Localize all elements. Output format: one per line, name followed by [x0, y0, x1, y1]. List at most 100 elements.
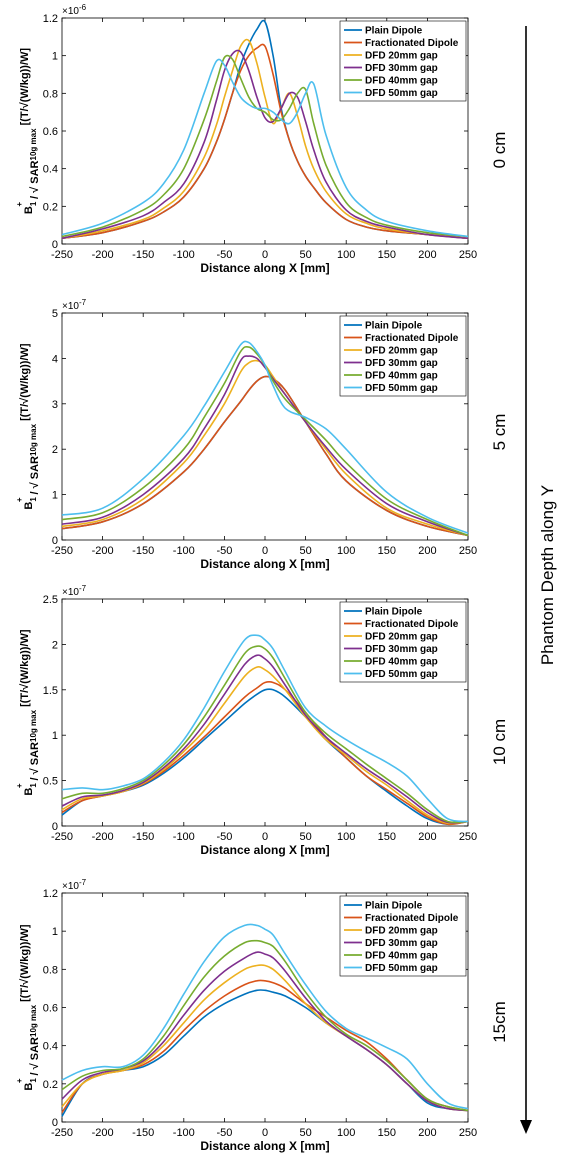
legend-label: DFD 30mm gap: [365, 63, 438, 74]
legend-box: [339, 315, 467, 397]
y-tick-label: 0.4: [43, 1041, 58, 1053]
x-tick-label: 150: [378, 1127, 396, 1139]
legend-label: DFD 30mm gap: [365, 358, 438, 369]
y-tick-label: 0.8: [43, 88, 58, 100]
legend-label: DFD 40mm gap: [365, 76, 438, 87]
series-line-dfd-50mm-gap: [61, 58, 469, 238]
x-tick-label: 50: [299, 1127, 311, 1139]
depth-axis: Phantom Depth along Y: [520, 26, 557, 1134]
x-tick-label: -100: [173, 545, 195, 557]
series-line-fractionated-dipole: [61, 375, 469, 537]
legend-label: DFD 50mm gap: [365, 669, 438, 680]
x-tick-label: 100: [337, 1127, 355, 1139]
x-tick-label: -50: [216, 249, 232, 261]
legend-label: DFD 30mm gap: [365, 938, 438, 949]
y-label-part: 10g max: [29, 709, 38, 742]
y-axis-label: B1 + / √ SAR10g max [(T/√(W/kg))/W]: [15, 924, 41, 1091]
y-label-part: [(T/√(W/kg))/W]: [19, 924, 31, 1005]
legend-label: DFD 20mm gap: [365, 346, 438, 357]
y-tick-label: 3: [52, 399, 58, 411]
legend-label: DFD 50mm gap: [365, 963, 438, 974]
legend-label: DFD 40mm gap: [365, 657, 438, 668]
legend-label: DFD 40mm gap: [365, 371, 438, 382]
x-tick-label: 0: [262, 545, 268, 557]
x-tick-label: 0: [262, 1127, 268, 1139]
x-tick-label: -200: [92, 545, 114, 557]
x-tick-label: 100: [337, 831, 355, 843]
y-label-part: 10g max: [29, 1004, 38, 1037]
y-label-part: B: [23, 206, 35, 214]
y-tick-label: 1: [52, 926, 58, 938]
x-tick-label: -50: [216, 545, 232, 557]
legend-label: Plain Dipole: [365, 321, 423, 332]
y-label-part: +: [15, 202, 24, 207]
legend-box: [339, 20, 467, 102]
axis-multiplier: ×10-7: [62, 298, 87, 312]
x-tick-label: 50: [299, 831, 311, 843]
y-label-part: +: [15, 497, 24, 502]
y-tick-label: 0.8: [43, 964, 58, 976]
series-line-dfd-30mm-gap: [61, 355, 469, 537]
legend-label: Fractionated Dipole: [365, 913, 459, 924]
y-label-part: B: [23, 502, 35, 510]
x-tick-label: -150: [132, 249, 154, 261]
legend-label: DFD 20mm gap: [365, 51, 438, 62]
x-tick-label: 50: [299, 545, 311, 557]
legend-label: DFD 20mm gap: [365, 926, 438, 937]
legend-label: DFD 50mm gap: [365, 383, 438, 394]
x-tick-label: 50: [299, 249, 311, 261]
y-tick-label: 0: [52, 239, 58, 251]
y-tick-label: 0: [52, 1117, 58, 1129]
x-tick-label: -150: [132, 1127, 154, 1139]
y-label-part: [(T/√(W/kg))/W]: [19, 48, 31, 129]
y-tick-label: 2.5: [43, 594, 58, 606]
x-tick-label: -50: [216, 1127, 232, 1139]
legend-label: Fractionated Dipole: [365, 38, 459, 49]
y-axis-label: B1 + / √ SAR10g max [(T/√(W/kg))/W]: [15, 343, 41, 510]
legend-label: Plain Dipole: [365, 607, 423, 618]
y-tick-label: 1: [52, 490, 58, 502]
series-line-dfd-40mm-gap: [61, 54, 469, 238]
y-label-part: B: [23, 788, 35, 796]
depth-label: 10 cm: [490, 719, 509, 765]
x-tick-label: -200: [92, 1127, 114, 1139]
y-tick-label: 0.2: [43, 201, 58, 213]
chart-2: -250 -200 -150 -100 -50 0 50 100 150 200 250 0 0.5 1 1…: [15, 584, 509, 857]
series-line-dfd-30mm-gap: [61, 49, 469, 240]
x-tick-label: -150: [132, 545, 154, 557]
legend-box: [339, 601, 467, 683]
x-tick-label: 200: [418, 249, 436, 261]
y-label-part: / √ SAR: [29, 456, 41, 498]
y-tick-label: 1: [52, 730, 58, 742]
y-tick-label: 0.6: [43, 1003, 58, 1015]
x-axis-label: Distance along X [mm]: [200, 557, 329, 571]
series-line-dfd-30mm-gap: [61, 654, 469, 824]
y-label-part: [(T/√(W/kg))/W]: [19, 343, 31, 424]
y-tick-label: 0: [52, 535, 58, 547]
depth-label: 0 cm: [490, 132, 509, 169]
legend-label: Fractionated Dipole: [365, 619, 459, 630]
legend-label: DFD 50mm gap: [365, 88, 438, 99]
axis-multiplier: ×10-7: [62, 584, 87, 598]
legend-label: DFD 40mm gap: [365, 951, 438, 962]
y-tick-label: 1.2: [43, 13, 58, 25]
x-tick-label: -50: [216, 831, 232, 843]
y-label-part: 1: [29, 201, 38, 206]
y-label-part: 1: [29, 783, 38, 788]
series-line-dfd-50mm-gap: [61, 923, 469, 1110]
legend-label: DFD 20mm gap: [365, 632, 438, 643]
y-tick-label: 0.2: [43, 1079, 58, 1091]
y-label-part: 10g max: [29, 128, 38, 161]
x-tick-label: 0: [262, 831, 268, 843]
y-label-part: / √ SAR: [29, 742, 41, 784]
side-label: Phantom Depth along Y: [538, 485, 557, 665]
series-line-dfd-30mm-gap: [61, 951, 469, 1112]
x-tick-label: 250: [459, 545, 477, 557]
y-axis-label: B1 + / √ SAR10g max [(T/√(W/kg))/W]: [15, 629, 41, 796]
depth-label: 5 cm: [490, 414, 509, 451]
